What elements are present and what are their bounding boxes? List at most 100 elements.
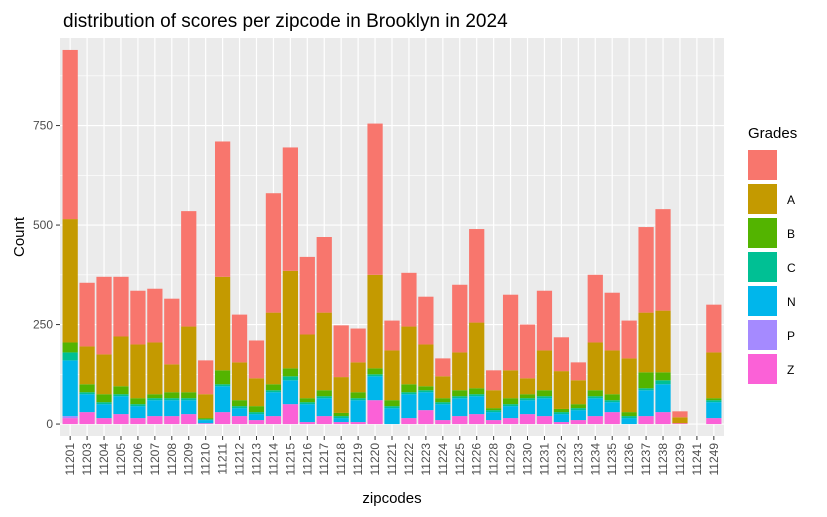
bar-segment	[113, 394, 129, 397]
bar-segment	[299, 398, 315, 403]
x-tick-label: 11215	[283, 443, 297, 476]
x-tick-label: 11204	[97, 443, 111, 476]
bar-segment	[181, 326, 197, 393]
bar-segment	[198, 360, 214, 395]
bar-segment	[367, 123, 383, 275]
bar-segment	[113, 386, 129, 395]
bar-segment	[96, 402, 112, 405]
bar-segment	[299, 404, 315, 423]
bar-segment	[164, 364, 180, 393]
bar-segment	[248, 414, 265, 421]
bar-segment	[265, 193, 282, 313]
bar-segment	[469, 414, 485, 425]
bar-segment	[299, 422, 315, 425]
x-tick-label: 11210	[199, 443, 213, 476]
bar-segment	[553, 408, 570, 413]
bar-segment	[570, 408, 586, 411]
bar-segment	[638, 312, 654, 373]
bar-segment	[570, 380, 586, 405]
x-tick-label: 11214	[266, 443, 280, 476]
bar-segment	[486, 420, 502, 425]
x-tick-label: 11218	[334, 443, 348, 476]
bar-segment	[621, 418, 637, 425]
bar-segment	[587, 416, 603, 425]
bar-segment	[536, 416, 553, 425]
bar-segment	[96, 418, 112, 425]
bar-segment	[164, 400, 180, 417]
bar-segment	[333, 412, 349, 417]
bar-segment	[401, 272, 417, 327]
bar-segment	[621, 320, 637, 359]
bar-segment	[265, 392, 282, 417]
bar-segment	[62, 352, 78, 361]
bar-segment	[604, 350, 620, 395]
x-tick-label: 11237	[639, 443, 653, 476]
bar-segment	[706, 418, 722, 425]
bar-segment	[62, 342, 78, 353]
x-tick-label: 11229	[504, 443, 518, 476]
bar-segment	[282, 404, 298, 425]
x-tick-label: 11207	[148, 443, 162, 476]
bar-segment	[164, 298, 180, 365]
bar-segment	[452, 284, 468, 353]
bar-segment	[638, 227, 654, 313]
x-tick-label: 11230	[521, 443, 535, 476]
x-tick-label: 11220	[368, 443, 382, 476]
x-tick-label: 11239	[673, 443, 687, 476]
bar-segment	[486, 412, 502, 421]
bar-segment	[452, 416, 468, 425]
bar-segment	[316, 396, 332, 399]
x-tick-label: 11225	[453, 443, 467, 476]
bar-segment	[181, 400, 197, 415]
x-tick-label: 11208	[165, 443, 179, 476]
x-tick-label: 11235	[605, 443, 619, 476]
bar-segment	[486, 408, 502, 411]
bar-segment	[621, 358, 637, 413]
bar-segment	[401, 394, 417, 419]
bar-segment	[248, 406, 265, 413]
bar-segment	[536, 290, 553, 351]
bar-segment	[367, 376, 383, 401]
bar-segment	[96, 354, 112, 395]
legend-swatch	[748, 252, 777, 282]
bar-segment	[147, 342, 163, 395]
bar-segment	[130, 344, 146, 399]
bar-segment	[231, 362, 248, 401]
bar-segment	[469, 396, 485, 415]
bar-segment	[519, 324, 536, 379]
bar-segment	[435, 398, 451, 403]
bar-segment	[62, 416, 78, 419]
bar-segment	[621, 412, 637, 417]
bar-segment	[384, 320, 400, 351]
bars	[62, 49, 722, 425]
x-tick-label: 11232	[554, 443, 568, 476]
bar-segment	[587, 396, 603, 399]
bar-segment	[350, 400, 366, 423]
x-tick-label: 11222	[402, 443, 416, 476]
bar-segment	[638, 388, 654, 391]
legend-label: A	[787, 193, 795, 207]
bar-segment	[333, 325, 349, 378]
bar-segment	[706, 352, 722, 399]
legend-swatch	[748, 354, 777, 384]
bar-segment	[181, 398, 197, 401]
bar-segment	[638, 372, 654, 389]
legend-items: A B C N P Z	[748, 150, 796, 384]
bar-segment	[198, 394, 214, 419]
bar-segment	[316, 390, 332, 397]
bar-segment	[214, 412, 231, 425]
bar-segment	[96, 394, 112, 403]
chart-title: distribution of scores per zipcode in Br…	[63, 11, 508, 32]
bar-segment	[62, 418, 78, 425]
bar-segment	[316, 312, 332, 391]
bar-segment	[299, 402, 315, 405]
bar-segment	[130, 398, 146, 405]
bar-segment	[706, 304, 722, 353]
bar-segment	[570, 362, 586, 381]
bar-segment	[198, 420, 214, 424]
bar-segment	[333, 418, 349, 423]
legend-label: P	[787, 329, 795, 343]
bar-segment	[570, 410, 586, 421]
x-tick-label: 11236	[622, 443, 636, 476]
